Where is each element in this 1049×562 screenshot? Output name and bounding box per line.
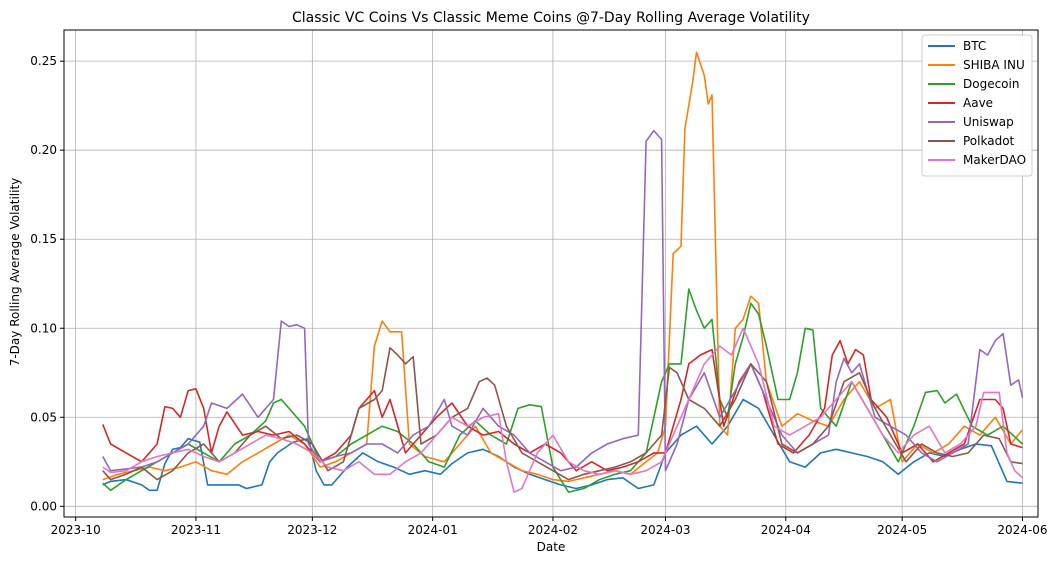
series-line-dogecoin (102, 288, 1024, 493)
series-line-polkadot (102, 346, 1023, 481)
legend-label-polkadot: Polkadot (963, 134, 1015, 148)
legend-label-btc: BTC (963, 39, 986, 53)
x-tick-label: 2023-11 (171, 523, 221, 537)
x-tick-label: 2023-12 (287, 523, 337, 537)
legend: BTC SHIBA INU Dogecoin Aave Uniswap Polkadot M… (921, 34, 1033, 177)
x-tick-label: 2024-05 (877, 523, 927, 537)
y-tick-label: 0.05 (30, 410, 57, 424)
x-tick-label: 2024-03 (640, 523, 690, 537)
series-line-makerdao (102, 327, 1024, 493)
legend-label-makerdao: MakerDAO (963, 153, 1026, 167)
series-line-uniswap (102, 129, 1024, 472)
series-lines (102, 51, 1024, 493)
y-tick-label: 0.25 (30, 54, 57, 68)
x-tick-label: 2024-02 (528, 523, 578, 537)
x-tick-label: 2024-04 (761, 523, 811, 537)
legend-label-uniswap: Uniswap (963, 115, 1014, 129)
plot-frame (63, 29, 1039, 518)
x-axis-label: Date (537, 540, 566, 554)
y-tick-label: 0.00 (30, 499, 57, 513)
axis-ticks: 0.00 0.05 0.10 0.15 0.20 0.25 2023-10 2023-11 20… (30, 54, 1047, 537)
x-tick-label: 2023-10 (51, 523, 101, 537)
series-line-aave (102, 339, 1023, 472)
y-axis-label: 7-Day Rolling Average Volatility (8, 178, 22, 367)
legend-label-dogecoin: Dogecoin (963, 77, 1019, 91)
y-tick-label: 0.20 (30, 143, 57, 157)
y-tick-label: 0.15 (30, 232, 57, 246)
legend-label-aave: Aave (963, 96, 993, 110)
legend-label-shiba-inu: SHIBA INU (963, 58, 1025, 72)
y-tick-label: 0.10 (30, 321, 57, 335)
chart-title: Classic VC Coins Vs Classic Meme Coins @… (292, 10, 810, 26)
x-tick-label: 2024-01 (408, 523, 458, 537)
x-tick-label: 2024-06 (997, 523, 1047, 537)
grid (64, 30, 1038, 517)
